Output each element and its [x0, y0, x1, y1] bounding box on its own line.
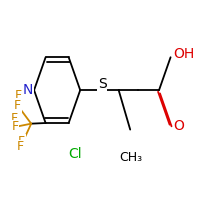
Text: O: O: [173, 119, 184, 133]
Text: Cl: Cl: [69, 147, 82, 161]
Text: F: F: [14, 89, 22, 102]
Text: N: N: [23, 83, 33, 97]
Text: F: F: [14, 99, 21, 112]
Text: F: F: [17, 140, 24, 153]
Text: CH₃: CH₃: [120, 151, 143, 164]
Text: F: F: [11, 112, 18, 125]
Text: OH: OH: [173, 47, 195, 61]
Text: F: F: [18, 135, 25, 148]
Text: S: S: [98, 77, 107, 91]
Text: F: F: [11, 120, 18, 133]
